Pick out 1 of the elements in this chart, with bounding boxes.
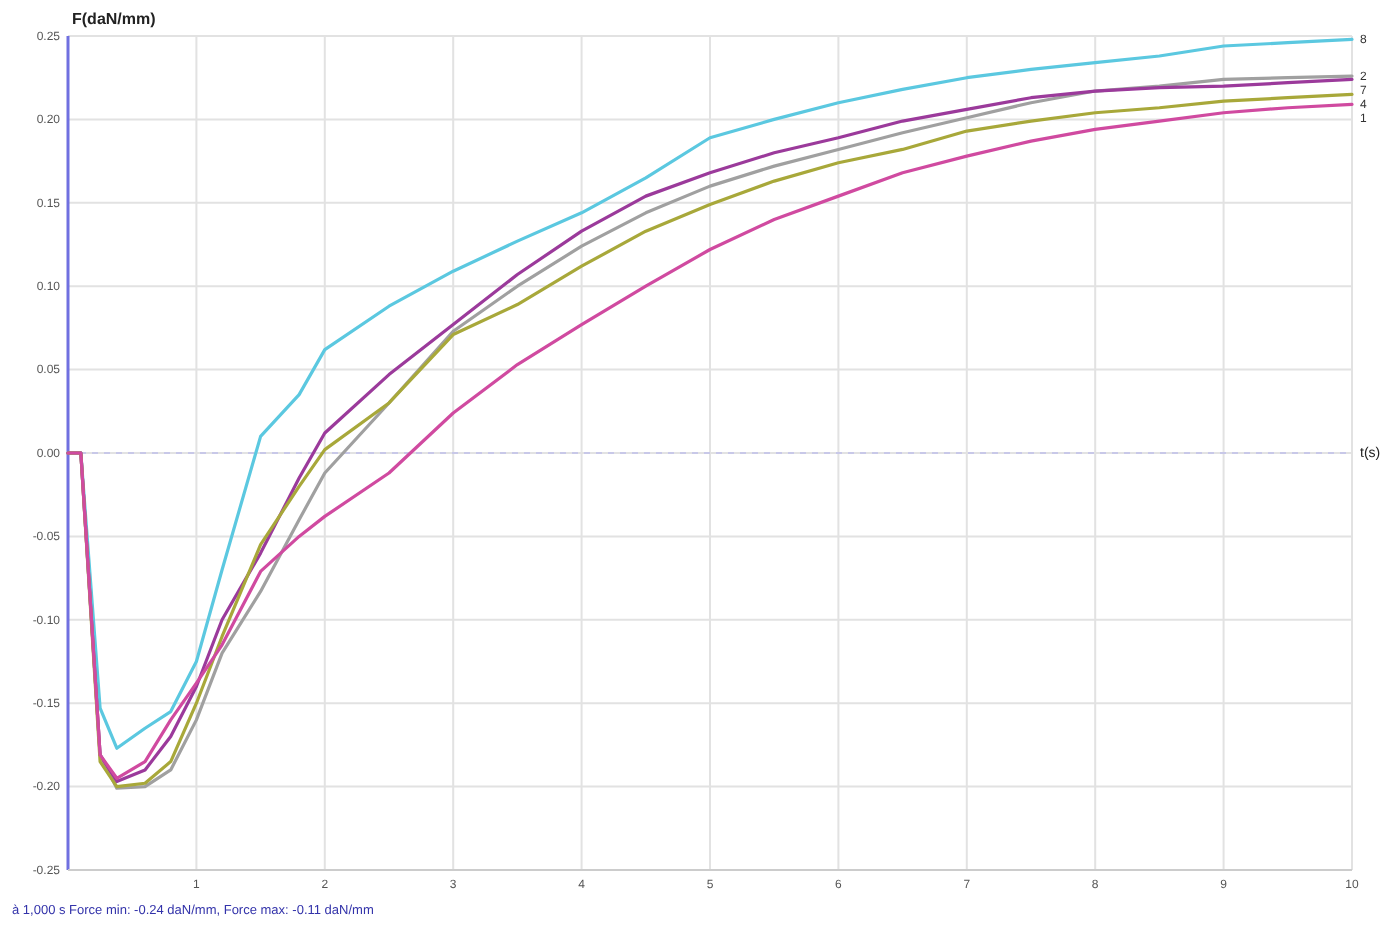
- y-axis-title: F(daN/mm): [72, 10, 157, 28]
